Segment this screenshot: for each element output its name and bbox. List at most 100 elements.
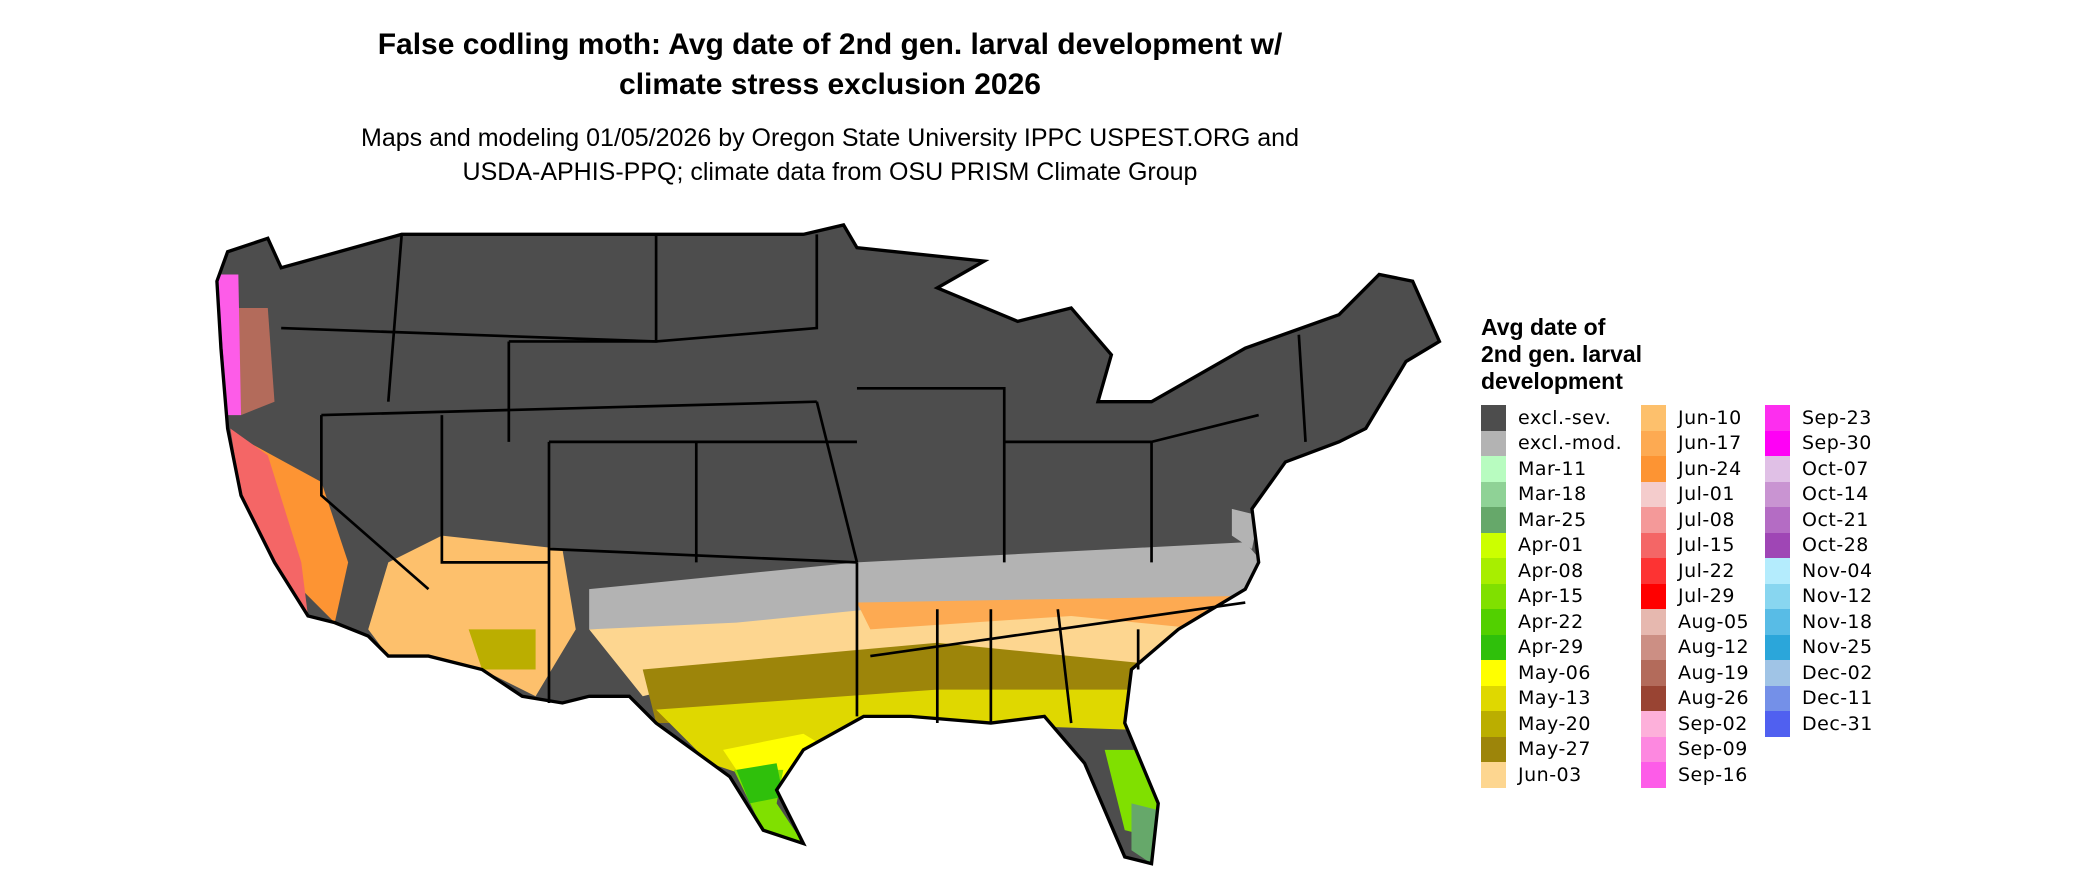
legend-label: Dec-31	[1802, 712, 1873, 735]
legend-swatch	[1481, 481, 1506, 507]
legend-swatch	[1765, 507, 1790, 533]
legend-swatch	[1481, 762, 1506, 788]
legend-item: Mar-11	[1481, 456, 1622, 482]
legend-swatch	[1481, 634, 1506, 660]
legend-label: May-06	[1518, 661, 1591, 684]
legend-item: Aug-26	[1641, 685, 1750, 711]
legend-swatch	[1765, 685, 1790, 711]
legend-label: Apr-08	[1518, 559, 1584, 582]
zone-jun-10	[368, 535, 576, 697]
legend-column: Jun-10 Jun-17 Jun-24 Jul-01 Jul-08 Jul-15 Jul-…	[1641, 405, 1749, 788]
legend-label: Oct-28	[1802, 534, 1869, 557]
legend-swatch	[1641, 430, 1666, 456]
legend-label: Jun-24	[1678, 457, 1742, 480]
legend-item: Sep-30	[1765, 430, 1873, 456]
legend-column: excl.-sev. excl.-mod. Mar-11 Mar-18 Mar-25 Ap…	[1481, 405, 1622, 788]
legend-swatch	[1641, 481, 1666, 507]
state-line	[320, 415, 430, 591]
state-line	[321, 400, 817, 417]
state-line	[440, 415, 549, 564]
legend-item: Jul-08	[1641, 507, 1749, 533]
legend-item: Oct-14	[1765, 481, 1873, 507]
legend-item: Dec-02	[1765, 660, 1873, 686]
zone-apr-29	[736, 763, 784, 804]
legend-label: Mar-18	[1518, 483, 1587, 506]
legend-item: Apr-15	[1481, 583, 1622, 609]
legend-label: Jun-10	[1678, 406, 1742, 429]
state-boundaries	[281, 234, 1307, 724]
legend-item: Sep-16	[1641, 762, 1749, 788]
us-border	[215, 223, 1442, 866]
legend-label: Apr-22	[1518, 610, 1584, 633]
legend-item: Jun-24	[1641, 456, 1749, 482]
legend-item: Apr-29	[1481, 634, 1622, 660]
legend-label: Sep-30	[1802, 432, 1872, 455]
legend-swatch	[1765, 532, 1790, 558]
legend-item: Dec-31	[1765, 711, 1873, 737]
legend-swatch	[1481, 430, 1506, 456]
legend-swatch	[1481, 736, 1506, 762]
legend-item: Jul-22	[1641, 558, 1749, 584]
state-line	[856, 386, 1006, 563]
legend-label: May-27	[1518, 738, 1591, 761]
legend-label: Nov-04	[1802, 559, 1873, 582]
subtitle-line-2: USDA-APHIS-PPQ; climate data from OSU PR…	[462, 158, 1198, 186]
state-line	[548, 547, 858, 564]
legend-item: Dec-11	[1765, 685, 1873, 711]
legend-label: Aug-19	[1678, 661, 1750, 684]
legend-swatch	[1641, 736, 1666, 762]
legend-swatch	[1481, 405, 1506, 431]
legend-item: Oct-07	[1765, 456, 1873, 482]
legend-swatch	[1641, 583, 1666, 609]
legend-label: Apr-15	[1518, 585, 1584, 608]
legend-item: excl.-mod.	[1481, 430, 1622, 456]
legend-label: Sep-02	[1678, 712, 1748, 735]
legend-item: Sep-02	[1641, 711, 1749, 737]
legend-item: Jun-03	[1481, 762, 1622, 788]
legend-item: Jul-01	[1641, 481, 1749, 507]
legend-item: Jul-29	[1641, 583, 1749, 609]
legend-label: May-20	[1518, 712, 1591, 735]
zone-sep-16	[216, 274, 242, 416]
legend-swatch	[1765, 660, 1790, 686]
legend-item: Apr-22	[1481, 609, 1622, 635]
legend-label: excl.-sev.	[1518, 406, 1612, 429]
legend-title: Avg date of 2nd gen. larval development	[1481, 314, 1642, 395]
legend-label: Sep-09	[1678, 738, 1748, 761]
legend-label: Nov-25	[1802, 636, 1873, 659]
zone-jun-17	[856, 595, 1246, 630]
subtitle-line-1: Maps and modeling 01/05/2026 by Oregon S…	[361, 124, 1299, 152]
legend-swatch	[1765, 609, 1790, 635]
legend-label: Apr-29	[1518, 636, 1584, 659]
legend-item: Mar-18	[1481, 481, 1622, 507]
legend-title-line: development	[1481, 368, 1623, 394]
state-line	[815, 401, 859, 563]
legend-item: Aug-05	[1641, 609, 1749, 635]
legend-title-line: 2nd gen. larval	[1481, 341, 1643, 367]
zone-may-20	[468, 629, 536, 670]
legend-label: Jul-01	[1678, 483, 1735, 506]
legend-swatch	[1641, 660, 1666, 686]
legend-swatch	[1765, 558, 1790, 584]
legend-item: May-27	[1481, 736, 1622, 762]
state-line	[655, 234, 819, 343]
legend-label: Nov-12	[1802, 585, 1873, 608]
legend-item: Oct-21	[1765, 507, 1873, 533]
legend-swatch	[1481, 660, 1506, 686]
legend-label: Aug-12	[1678, 636, 1750, 659]
legend-swatch	[1641, 507, 1666, 533]
legend-label: Aug-26	[1678, 687, 1750, 710]
legend-item: Jun-17	[1641, 430, 1749, 456]
state-line	[281, 326, 657, 343]
legend-swatch	[1641, 609, 1666, 635]
legend-item: May-06	[1481, 660, 1622, 686]
title-line-2: climate stress exclusion 2026	[619, 68, 1041, 101]
legend-swatch	[1641, 456, 1666, 482]
legend-swatch	[1481, 532, 1506, 558]
legend-swatch	[1765, 405, 1790, 431]
legend-label: Jul-08	[1678, 508, 1735, 531]
legend-label: May-13	[1518, 687, 1591, 710]
legend-swatch	[1765, 456, 1790, 482]
legend-label: Apr-01	[1518, 534, 1584, 557]
